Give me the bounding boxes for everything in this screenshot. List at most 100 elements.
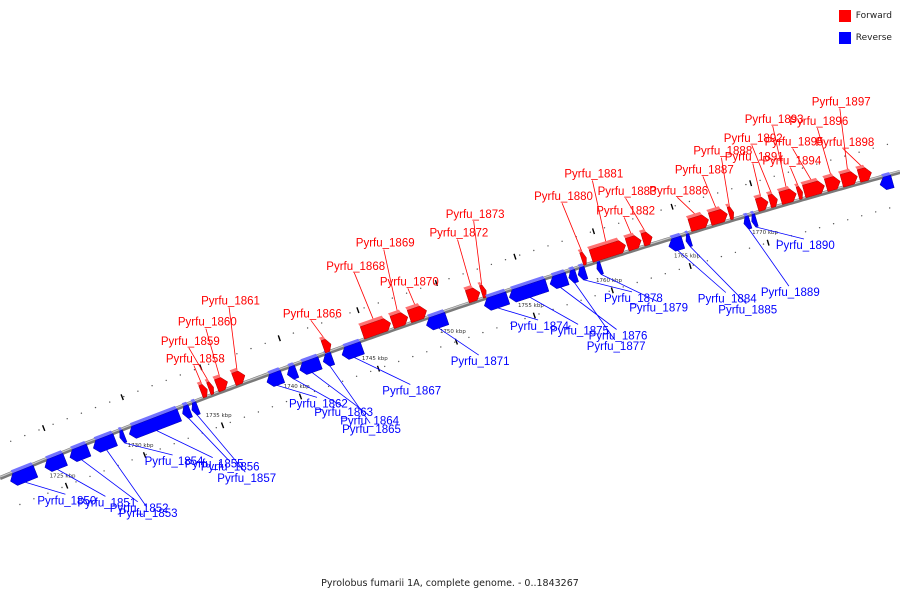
reverse-gene-arrow[interactable] <box>181 401 193 419</box>
gene-label[interactable]: Pyrfu_1877 <box>587 341 646 353</box>
reverse-gene-arrow[interactable] <box>129 405 183 439</box>
gene-label[interactable]: Pyrfu_1880 <box>534 191 593 203</box>
gene-label[interactable]: Pyrfu_1895 <box>765 136 824 148</box>
gene-label[interactable]: Pyrfu_1875 <box>550 325 609 337</box>
reverse-gene-arrow[interactable] <box>508 275 550 303</box>
reverse-gene-arrow[interactable] <box>117 426 128 444</box>
reverse-gene-arrow[interactable] <box>549 269 570 289</box>
gene-label[interactable]: Pyrfu_1897 <box>812 96 871 108</box>
leader-line <box>677 250 727 293</box>
gene-label[interactable]: Pyrfu_1870 <box>380 276 439 288</box>
ruler-dot <box>660 209 662 211</box>
reverse-gene-arrow[interactable] <box>568 266 579 284</box>
gene-label[interactable]: Pyrfu_1879 <box>629 302 688 314</box>
forward-gene-arrow[interactable] <box>319 336 332 354</box>
reverse-gene-arrow[interactable] <box>577 263 589 281</box>
forward-gene-arrow[interactable] <box>405 303 427 324</box>
ruler-dot <box>804 231 807 233</box>
gene-label[interactable]: Pyrfu_1887 <box>675 164 734 176</box>
gene-label[interactable]: Pyrfu_1865 <box>342 424 401 436</box>
forward-gene-arrow[interactable] <box>229 368 246 386</box>
reverse-gene-arrow[interactable] <box>341 338 365 360</box>
reverse-gene-arrow[interactable] <box>287 362 300 380</box>
gene-label[interactable]: Pyrfu_1896 <box>789 116 848 128</box>
forward-gene-arrow[interactable] <box>822 173 841 192</box>
gene-label[interactable]: Pyrfu_1876 <box>589 331 648 343</box>
reverse-gene-arrow[interactable] <box>190 398 201 416</box>
gene-label[interactable]: Pyrfu_1866 <box>283 308 342 320</box>
forward-gene-arrow[interactable] <box>725 203 734 221</box>
gene-label[interactable]: Pyrfu_1853 <box>119 508 178 520</box>
forward-gene-arrow[interactable] <box>776 186 797 205</box>
forward-gene-arrow[interactable] <box>638 229 653 247</box>
gene-label[interactable]: Pyrfu_1885 <box>718 305 777 317</box>
forward-gene-arrow[interactable] <box>212 374 228 393</box>
gene-label[interactable]: Pyrfu_1863 <box>314 407 373 419</box>
gene-label[interactable]: Pyrfu_1851 <box>77 497 136 509</box>
gene-label[interactable]: Pyrfu_1871 <box>451 356 510 368</box>
forward-gene-arrow[interactable] <box>204 378 214 396</box>
forward-gene-arrow[interactable] <box>753 194 769 212</box>
gene-label[interactable]: Pyrfu_1872 <box>430 228 489 240</box>
reverse-gene-arrow[interactable] <box>44 450 68 472</box>
reverse-gene-arrow[interactable] <box>668 232 686 252</box>
gene-label[interactable]: Pyrfu_1864 <box>340 416 399 428</box>
reverse-gene-arrow[interactable] <box>69 441 92 462</box>
forward-gene-arrow[interactable] <box>855 164 872 183</box>
gene-label[interactable]: Pyrfu_1898 <box>816 137 875 149</box>
gene-label[interactable]: Pyrfu_1860 <box>178 317 237 329</box>
gene-label[interactable]: Pyrfu_1881 <box>564 169 623 181</box>
forward-gene-arrow[interactable] <box>838 168 858 188</box>
gene-label[interactable]: Pyrfu_1854 <box>145 456 204 468</box>
forward-gene-arrow[interactable] <box>587 237 626 263</box>
forward-gene-arrow[interactable] <box>706 206 728 226</box>
gene-label[interactable]: Pyrfu_1861 <box>201 295 260 307</box>
gene-label[interactable]: Pyrfu_1874 <box>510 321 569 333</box>
gene-label[interactable]: Pyrfu_1888 <box>693 146 752 158</box>
forward-gene-arrow[interactable] <box>463 285 481 304</box>
reverse-gene-arrow[interactable] <box>879 172 895 190</box>
gene-label[interactable]: Pyrfu_1882 <box>596 205 655 217</box>
reverse-gene-arrow[interactable] <box>93 430 118 453</box>
gene-label[interactable]: Pyrfu_1852 <box>110 503 169 515</box>
reverse-gene-arrow[interactable] <box>426 309 450 331</box>
gene-label[interactable]: Pyrfu_1873 <box>446 209 505 221</box>
gene-label[interactable]: Pyrfu_1867 <box>382 386 441 398</box>
forward-gene-arrow[interactable] <box>577 249 587 266</box>
reverse-gene-arrow[interactable] <box>684 230 693 248</box>
forward-gene-arrow[interactable] <box>358 315 391 340</box>
reverse-gene-arrow[interactable] <box>10 462 39 486</box>
gene-label[interactable]: Pyrfu_1868 <box>326 261 385 273</box>
gene-label[interactable]: Pyrfu_1857 <box>217 473 276 485</box>
gene-label[interactable]: Pyrfu_1889 <box>761 287 820 299</box>
gene-label[interactable]: Pyrfu_1894 <box>762 156 821 168</box>
gene-label[interactable]: Pyrfu_1862 <box>289 398 348 410</box>
forward-gene-arrow[interactable] <box>388 309 409 329</box>
reverse-gene-arrow[interactable] <box>750 210 759 228</box>
gene-label[interactable]: Pyrfu_1856 <box>201 461 260 473</box>
gene-label[interactable]: Pyrfu_1850 <box>37 495 96 507</box>
forward-gene-arrow[interactable] <box>765 191 778 209</box>
gene-label[interactable]: Pyrfu_1892 <box>724 133 783 145</box>
forward-gene-arrow[interactable] <box>685 211 709 232</box>
gene-label[interactable]: Pyrfu_1859 <box>161 336 220 348</box>
forward-gene-arrow[interactable] <box>623 232 642 252</box>
gene-label[interactable]: Pyrfu_1891 <box>725 151 784 163</box>
reverse-gene-arrow[interactable] <box>484 288 511 311</box>
reverse-gene-arrow[interactable] <box>266 367 286 387</box>
reverse-gene-arrow[interactable] <box>742 212 753 230</box>
gene-label[interactable]: Pyrfu_1858 <box>166 354 225 366</box>
gene-label[interactable]: Pyrfu_1855 <box>185 459 244 471</box>
gene-label[interactable]: Pyrfu_1886 <box>649 185 708 197</box>
reverse-gene-arrow[interactable] <box>299 353 323 375</box>
gene-label[interactable]: Pyrfu_1884 <box>698 294 757 306</box>
gene-label[interactable]: Pyrfu_1883 <box>598 186 657 198</box>
forward-gene-arrow[interactable] <box>794 183 803 200</box>
gene-label[interactable]: Pyrfu_1890 <box>776 240 835 252</box>
forward-gene-arrow[interactable] <box>196 381 208 399</box>
forward-gene-arrow[interactable] <box>477 282 487 299</box>
gene-label[interactable]: Pyrfu_1878 <box>604 293 663 305</box>
gene-label[interactable]: Pyrfu_1869 <box>356 238 415 250</box>
forward-gene-arrow[interactable] <box>800 177 825 199</box>
gene-label[interactable]: Pyrfu_1893 <box>745 114 804 126</box>
